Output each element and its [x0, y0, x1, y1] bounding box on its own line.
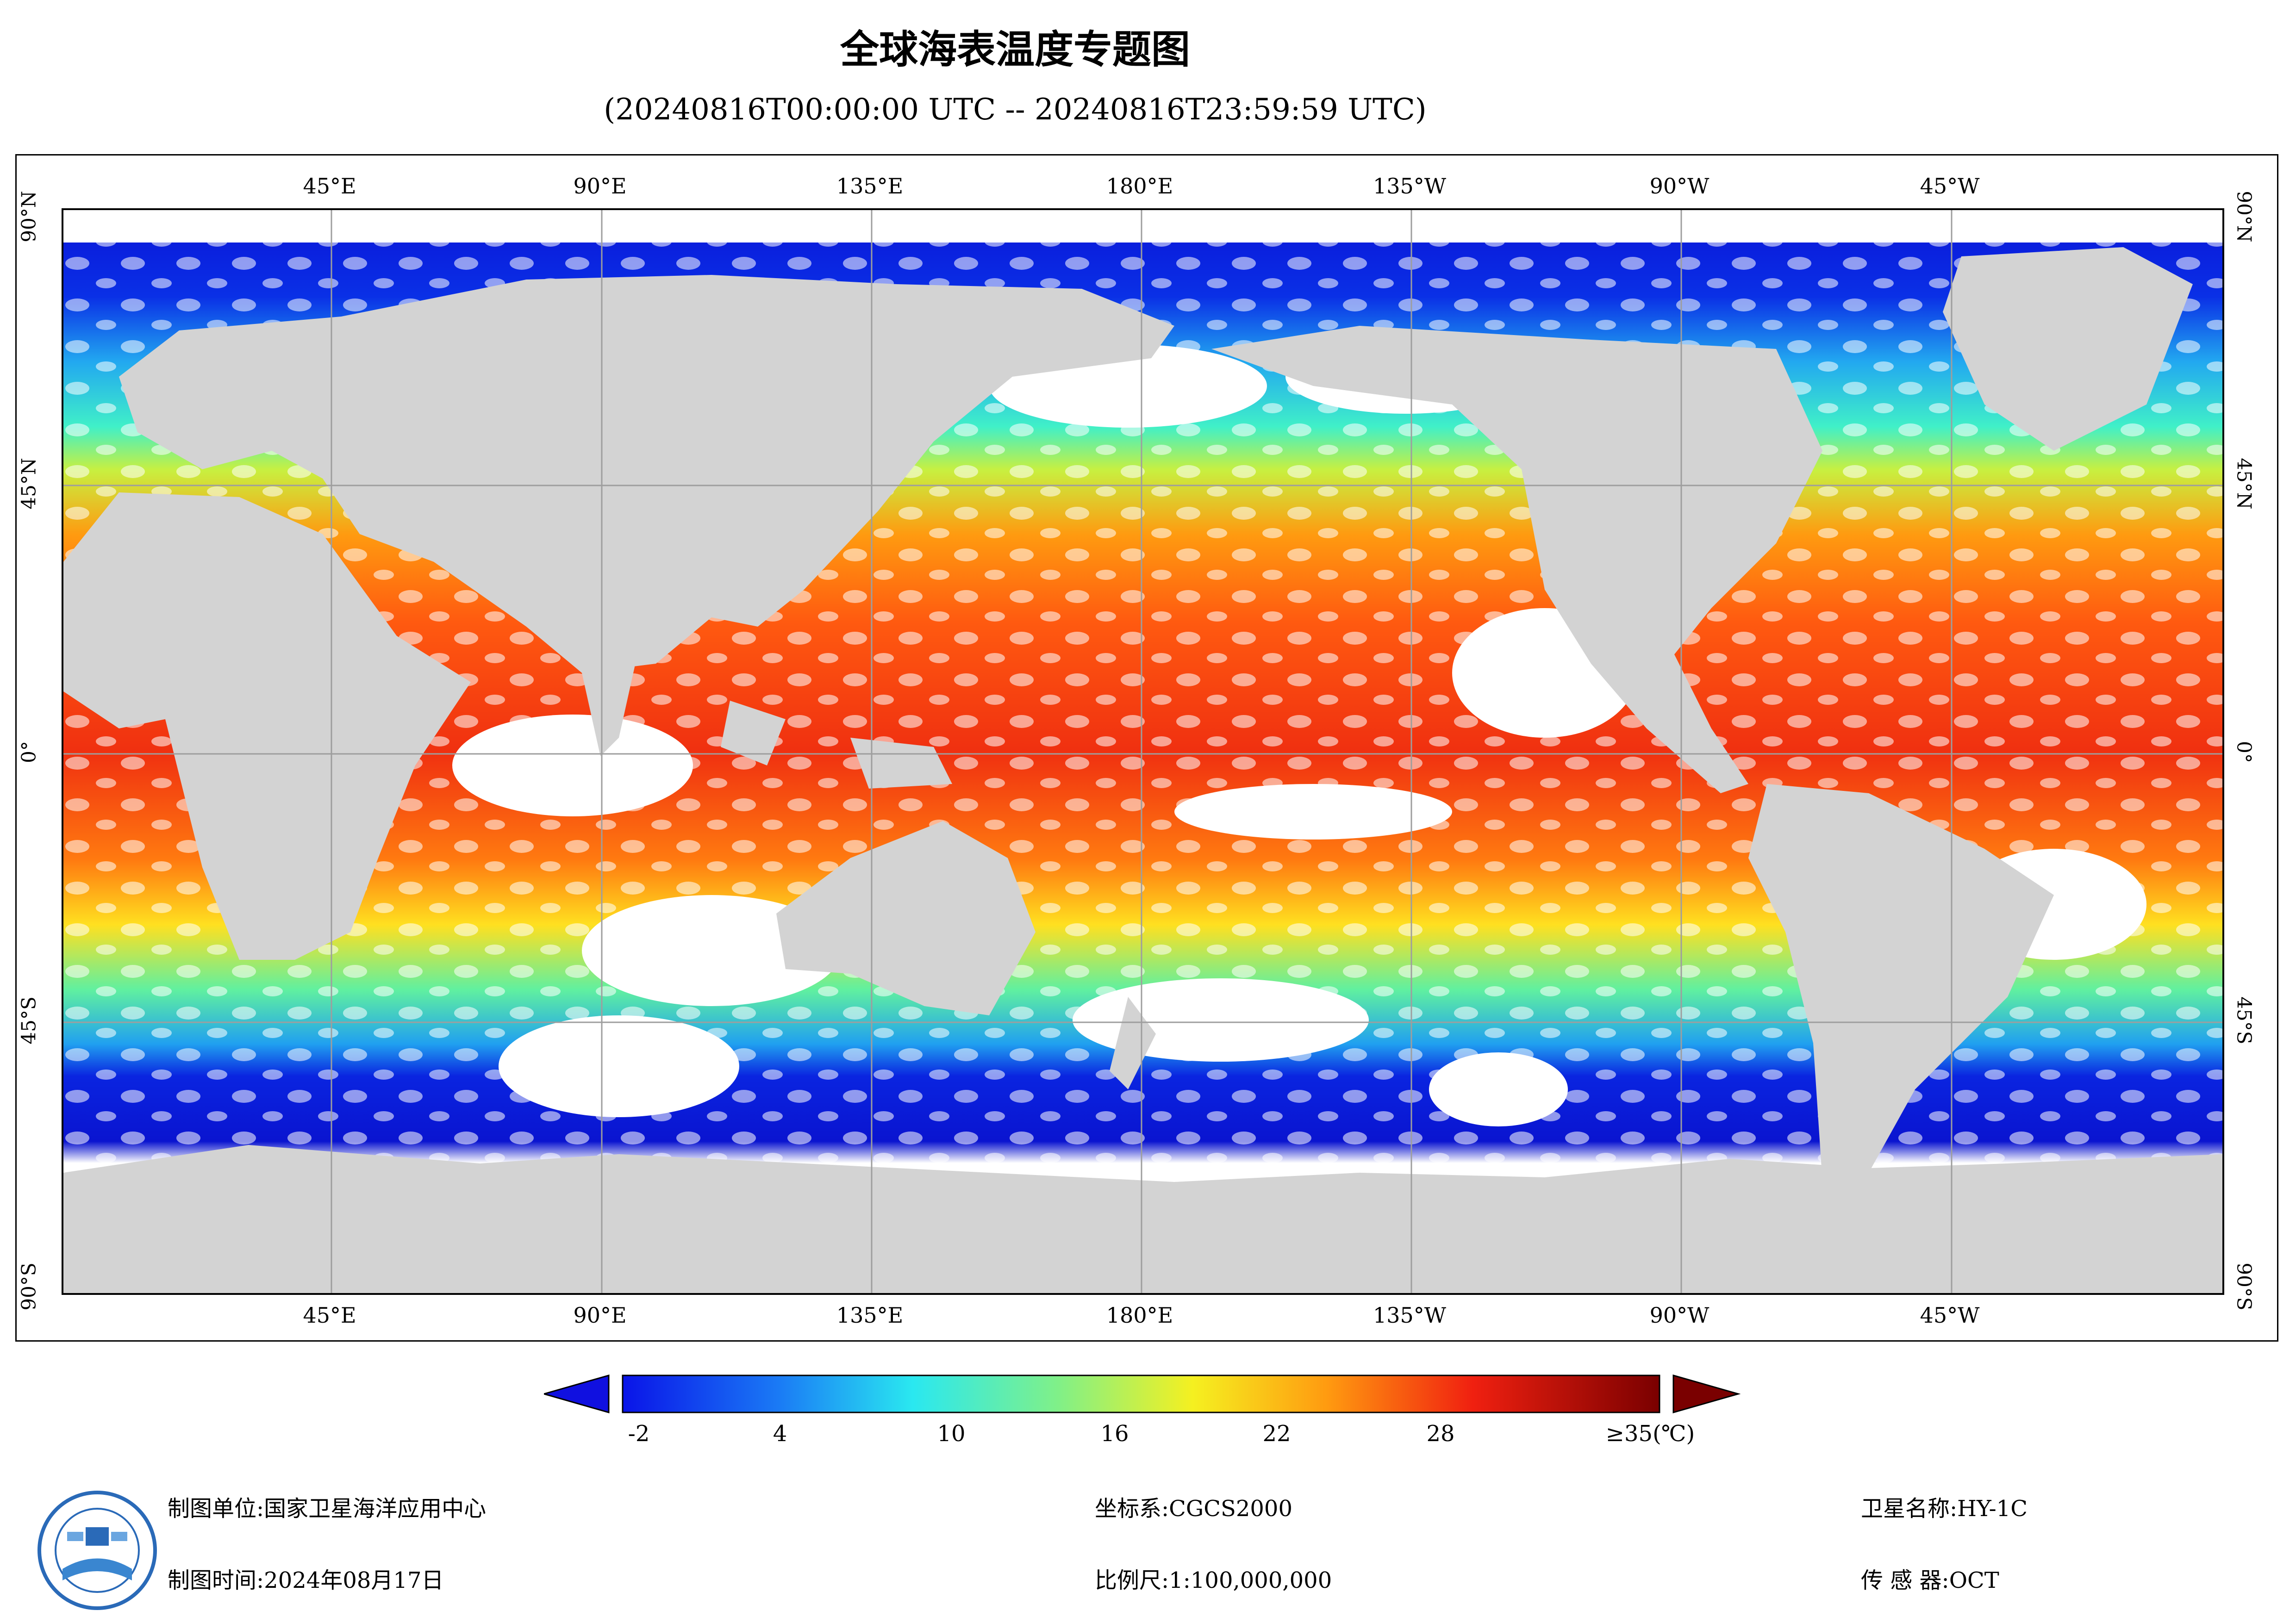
sensor-name: 传 感 器:OCT: [1861, 1567, 1999, 1593]
sst-colorbar: [544, 1374, 1741, 1413]
coordinate-system: 坐标系:CGCS2000: [1095, 1496, 1293, 1522]
lon-tick-bottom: 45°W: [1920, 1303, 1980, 1328]
colorbar-label: 16: [1100, 1421, 1129, 1447]
map-title: 全球海表温度专题图: [840, 27, 1190, 72]
colorbar-label: 10: [937, 1421, 966, 1447]
map-time-range: (20240816T00:00:00 UTC -- 20240816T23:59…: [604, 93, 1427, 127]
mapping-unit: 制图单位:国家卫星海洋应用中心: [168, 1496, 487, 1522]
lat-tick-left: 45°S: [17, 996, 40, 1045]
colorbar-label: -2: [628, 1421, 650, 1447]
lon-tick-top: 45°E: [303, 174, 356, 199]
lon-tick-bottom: 135°E: [836, 1303, 904, 1328]
lat-tick-right: 90°N: [2233, 191, 2256, 243]
lat-tick-right: 45°N: [2233, 458, 2256, 510]
lon-tick-top: 135°W: [1373, 174, 1447, 199]
map-scale: 比例尺:1:100,000,000: [1095, 1567, 1332, 1593]
lon-tick-bottom: 45°E: [303, 1303, 356, 1328]
lon-tick-bottom: 90°W: [1649, 1303, 1710, 1328]
lat-tick-right: 45°S: [2233, 996, 2256, 1045]
lon-tick-top: 45°W: [1920, 174, 1980, 199]
satellite-name: 卫星名称:HY-1C: [1861, 1496, 2028, 1522]
sst-map: [62, 208, 2224, 1295]
mapping-date: 制图时间:2024年08月17日: [168, 1567, 444, 1593]
lon-tick-top: 90°E: [573, 174, 627, 199]
colorbar-over-arrow: [1672, 1374, 1741, 1413]
lat-tick-left: 90°N: [17, 191, 40, 243]
lon-tick-bottom: 90°E: [573, 1303, 627, 1328]
lat-tick-left: 90°S: [17, 1262, 40, 1311]
colorbar-under-arrow: [544, 1374, 610, 1413]
lon-tick-top: 135°E: [836, 174, 904, 199]
lat-tick-right: 90°S: [2233, 1262, 2256, 1311]
colorbar-label: 28: [1426, 1421, 1455, 1447]
lat-tick-left: 45°N: [17, 458, 40, 510]
map-frame: [15, 154, 2278, 1342]
lon-tick-bottom: 180°E: [1106, 1303, 1173, 1328]
nsoas-logo-icon: [37, 1491, 157, 1610]
lat-tick-right: 0°: [2233, 741, 2256, 763]
colorbar-label: 4: [773, 1421, 787, 1447]
colorbar-gradient: [622, 1374, 1660, 1413]
lat-tick-left: 0°: [17, 741, 40, 763]
sst-map-svg: [63, 210, 2222, 1293]
land: [63, 247, 2222, 1293]
colorbar-label: 22: [1262, 1421, 1291, 1447]
colorbar-label: ≥35(℃): [1605, 1421, 1695, 1447]
lon-tick-bottom: 135°W: [1373, 1303, 1447, 1328]
lon-tick-top: 90°W: [1649, 174, 1710, 199]
lon-tick-top: 180°E: [1106, 174, 1173, 199]
graticule: [63, 210, 2222, 1293]
